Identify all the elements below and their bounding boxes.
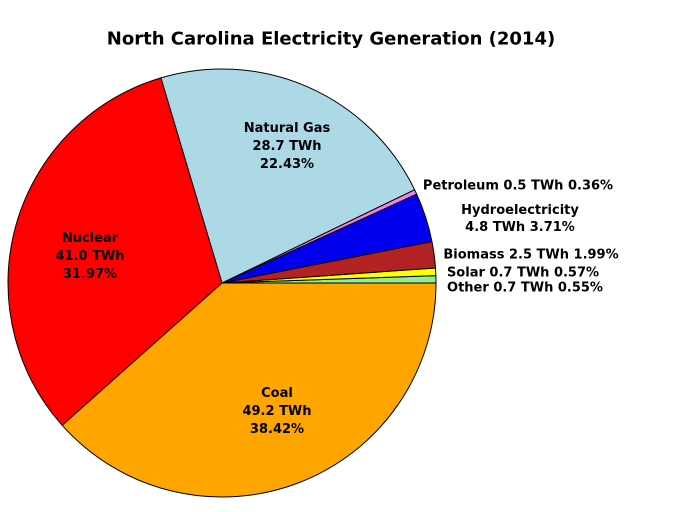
slice-label-line: Petroleum 0.5 TWh 0.36%: [422, 178, 614, 194]
pie-slice-natural-gas: [160, 68, 416, 284]
slice-label-line: Other 0.7 TWh 0.55%: [447, 280, 603, 296]
slice-label-solar: Solar 0.7 TWh 0.57%: [447, 265, 599, 282]
slice-label-line: 22.43%: [259, 157, 315, 172]
chart-title: North Carolina Electricity Generation (2…: [106, 28, 556, 50]
slice-label-line: Nuclear: [61, 231, 119, 246]
slice-label-line: 28.7 TWh: [252, 139, 322, 154]
slice-label-line: Coal: [261, 386, 293, 401]
slice-label-line: 38.42%: [249, 422, 305, 437]
slice-label-line: 4.8 TWh 3.71%: [465, 220, 575, 235]
pie-slice-coal: [61, 282, 437, 498]
slice-label-biomass: Biomass 2.5 TWh 1.99%: [443, 247, 618, 264]
slice-label-petroleum: Petroleum 0.5 TWh 0.36%: [423, 178, 613, 195]
slice-label-coal: Coal 49.2 TWh 38.42%: [242, 385, 311, 439]
slice-label-line: Biomass 2.5 TWh 1.99%: [443, 247, 619, 263]
slice-label-line: 31.97%: [62, 267, 118, 282]
slice-label-line: Natural Gas: [243, 121, 331, 136]
slice-label-line: Solar 0.7 TWh 0.57%: [446, 265, 600, 281]
slice-label-nuclear: Nuclear 41.0 TWh 31.97%: [55, 230, 124, 284]
slice-label-line: Hydroelectricity: [461, 203, 579, 218]
slice-label-line: 41.0 TWh: [55, 249, 125, 264]
slice-label-other: Other 0.7 TWh 0.55%: [447, 280, 603, 297]
slice-label-hydroelectricity: Hydroelectricity 4.8 TWh 3.71%: [461, 202, 579, 236]
slice-label-line: 49.2 TWh: [242, 404, 312, 419]
pie-slice-nuclear: [7, 77, 223, 426]
slice-label-natural-gas: Natural Gas 28.7 TWh 22.43%: [244, 120, 330, 174]
